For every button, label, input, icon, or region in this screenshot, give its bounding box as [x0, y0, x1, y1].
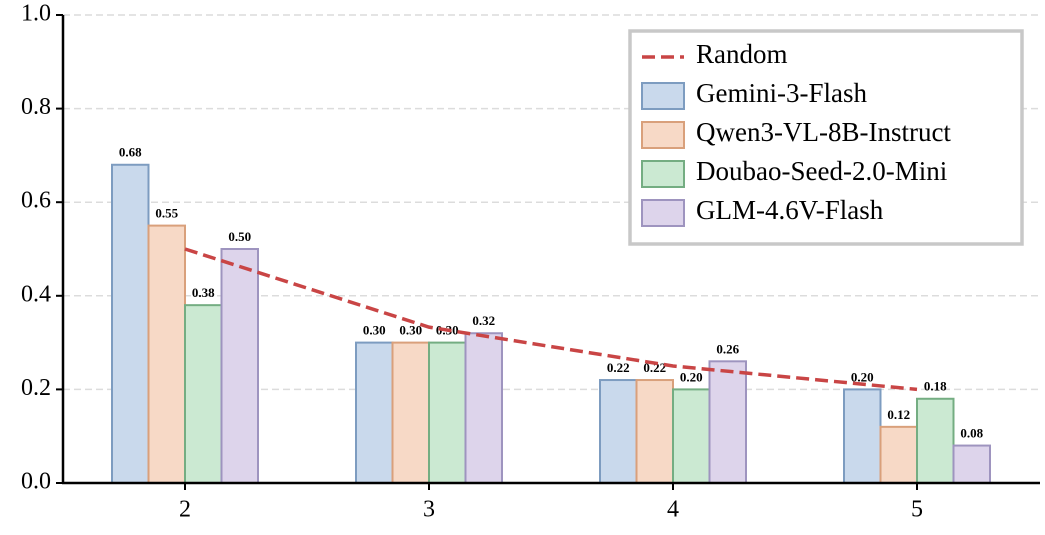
value-label: 0.18 [924, 379, 947, 394]
value-label: 0.26 [716, 341, 739, 356]
x-tick-label: 2 [179, 497, 191, 523]
bar [916, 397, 955, 485]
y-tick-label: 0.4 [21, 281, 51, 307]
bar [952, 444, 991, 484]
legend-label: Qwen3-VL-8B-Instruct [696, 117, 951, 147]
legend-label: Random [696, 39, 788, 69]
bar [111, 163, 150, 484]
bar [843, 388, 882, 484]
legend-label: GLM-4.6V-Flash [696, 195, 884, 225]
bar [708, 360, 747, 485]
bar [464, 332, 503, 484]
value-label: 0.55 [155, 206, 178, 221]
legend-swatch [641, 199, 685, 227]
x-tick-label: 5 [911, 497, 923, 523]
y-tick-label: 0.2 [21, 375, 51, 401]
bar [599, 379, 638, 485]
value-label: 0.08 [960, 426, 983, 441]
bar [147, 224, 186, 484]
bar [428, 341, 467, 484]
value-label: 0.38 [192, 285, 215, 300]
y-tick-label: 0.0 [21, 469, 51, 495]
bar [672, 388, 711, 484]
legend-label: Doubao-Seed-2.0-Mini [696, 156, 947, 186]
value-label: 0.22 [607, 360, 630, 375]
value-label: 0.20 [680, 369, 703, 384]
bar [355, 341, 394, 484]
legend-swatch [641, 121, 685, 149]
y-tick-label: 0.8 [21, 94, 51, 120]
legend-box [628, 29, 1024, 246]
x-tick-label: 3 [423, 497, 435, 523]
bar [635, 379, 674, 485]
bar [391, 341, 430, 484]
y-tick-label: 0.6 [21, 188, 51, 214]
line [184, 247, 918, 392]
bar [220, 248, 259, 484]
value-label: 0.12 [887, 407, 910, 422]
value-label: 0.20 [851, 369, 874, 384]
value-label: 0.30 [363, 323, 386, 338]
x-tick-label: 4 [667, 497, 679, 523]
y-tick-label: 1.0 [21, 1, 51, 27]
bar [879, 425, 918, 484]
value-label: 0.68 [119, 145, 142, 160]
legend-label: Gemini-3-Flash [696, 78, 867, 108]
legend: Random Gemini-3-Flash Qwen3-VL-8B-Instruct… [628, 29, 1024, 246]
value-label: 0.32 [472, 313, 495, 328]
bar [184, 304, 223, 484]
value-label: 0.30 [399, 323, 422, 338]
value-label: 0.50 [228, 229, 251, 244]
legend-swatch [641, 82, 685, 110]
legend-swatch [641, 160, 685, 188]
